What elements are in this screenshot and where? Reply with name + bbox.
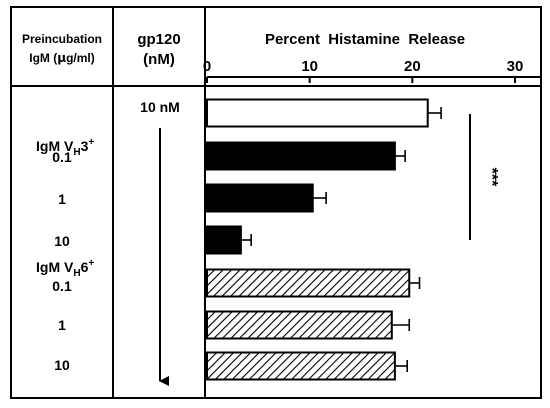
- row-label: 10: [54, 233, 70, 249]
- x-tick-label: 0: [203, 58, 211, 75]
- bar: [206, 183, 314, 213]
- significance-marker: ***: [483, 168, 500, 187]
- chart-title: Percent Histamine Release: [265, 31, 465, 48]
- x-tick-label: 30: [507, 58, 524, 75]
- row-label: 0.1: [52, 278, 72, 294]
- gp120-concentration: 10 nM: [140, 99, 180, 115]
- x-tick-label: 20: [404, 58, 421, 75]
- bar: [206, 141, 396, 171]
- col2-header-line1: gp120: [137, 31, 180, 48]
- col2-header-line2: (nM): [143, 51, 175, 68]
- x-axis-ticks: 0 10 20 30: [203, 58, 524, 83]
- row-label: 1: [58, 191, 66, 207]
- row-label: 10: [54, 357, 70, 373]
- bar: [206, 268, 411, 298]
- col1-header-line2: IgM (μg/ml): [29, 51, 95, 65]
- col1-header-line1: Preincubation: [22, 32, 102, 46]
- bar: [206, 310, 393, 340]
- table-frame: [10, 6, 542, 399]
- group-label-vh6: IgM VH6+: [36, 258, 94, 279]
- x-tick-label: 10: [301, 58, 318, 75]
- bar: [206, 98, 429, 128]
- bar-series: [206, 98, 442, 381]
- row-label: 0.1: [52, 149, 72, 165]
- bar: [206, 351, 396, 381]
- group-label-vh3: IgM VH3+: [36, 137, 94, 158]
- bar: [206, 225, 242, 255]
- row-label: 1: [58, 317, 66, 333]
